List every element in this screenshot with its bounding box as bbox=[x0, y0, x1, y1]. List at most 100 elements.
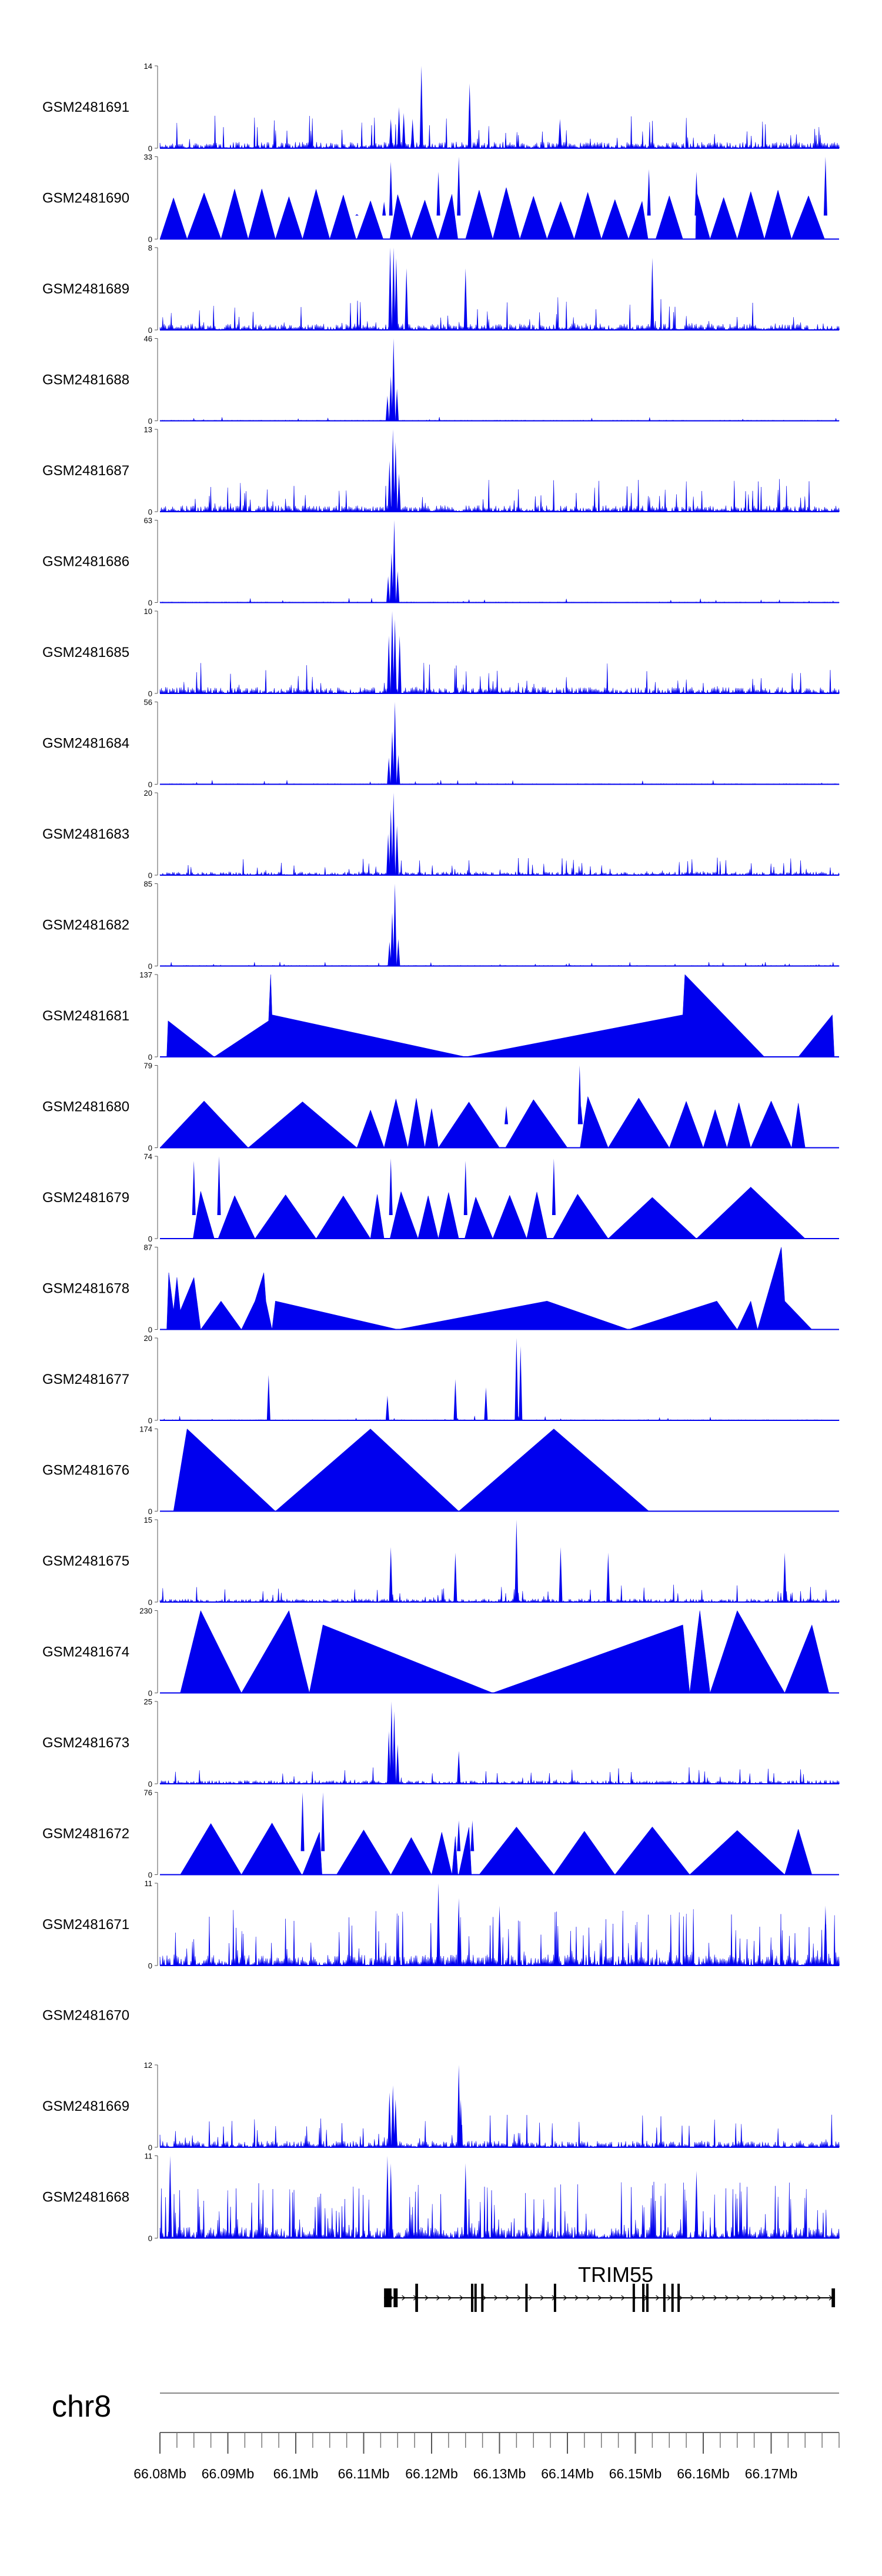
coverage-area bbox=[159, 479, 840, 512]
strand-arrow-icon bbox=[494, 2295, 498, 2301]
track-GSM2481681: GSM2481681 137 0 bbox=[42, 970, 839, 1062]
track-label: GSM2481686 bbox=[42, 554, 129, 570]
coverage-area bbox=[159, 186, 826, 240]
coverage-peak bbox=[397, 107, 401, 148]
track-GSM2481678: GSM2481678 87 0 bbox=[42, 1243, 839, 1334]
track-GSM2481677: GSM2481677 20 0 bbox=[42, 1334, 840, 1425]
coverage-peak bbox=[396, 755, 400, 785]
y-max-label: 230 bbox=[139, 1607, 152, 1616]
y-max-label: 74 bbox=[144, 1152, 152, 1161]
track-label: GSM2481676 bbox=[42, 1463, 129, 1479]
strand-arrow-icon bbox=[482, 2295, 487, 2301]
axis-tick-label: 66.16Mb bbox=[677, 2466, 730, 2481]
coverage-peak bbox=[467, 84, 472, 148]
coverage-peak bbox=[386, 576, 390, 603]
track-GSM2481686: GSM2481686 63 0 bbox=[42, 516, 840, 608]
gene-exon bbox=[384, 2288, 392, 2307]
track-GSM2481669: GSM2481669 12 0 bbox=[42, 2061, 840, 2152]
y-min-label: 0 bbox=[148, 1234, 152, 1243]
strand-arrow-icon bbox=[771, 2295, 775, 2301]
coverage-area bbox=[180, 1823, 813, 1876]
axis-tick-label: 66.11Mb bbox=[338, 2466, 390, 2481]
coverage-peak bbox=[470, 1820, 475, 1851]
strand-arrow-icon bbox=[436, 2295, 440, 2301]
strand-arrow-icon bbox=[783, 2295, 787, 2301]
coverage-peak bbox=[389, 1701, 393, 1784]
strand-arrow-icon bbox=[656, 2295, 660, 2301]
coverage-area bbox=[173, 1428, 650, 1511]
strand-arrow-icon bbox=[794, 2295, 799, 2301]
coverage-peak bbox=[392, 793, 396, 875]
strand-arrow-icon bbox=[598, 2295, 602, 2301]
track-GSM2481689: GSM2481689 8 0 bbox=[42, 243, 840, 335]
y-max-label: 33 bbox=[144, 153, 152, 162]
coverage-area bbox=[159, 297, 840, 331]
peak-spikes bbox=[387, 702, 400, 785]
y-max-label: 8 bbox=[148, 243, 152, 252]
coverage-peak bbox=[387, 942, 392, 966]
coverage-peak bbox=[392, 520, 396, 603]
y-min-label: 0 bbox=[148, 962, 152, 971]
track-GSM2481688: GSM2481688 46 0 bbox=[42, 335, 840, 426]
coverage-peak bbox=[457, 1820, 461, 1851]
track-GSM2481671: GSM2481671 11 0 bbox=[42, 1879, 840, 1970]
coverage-peak bbox=[192, 1160, 196, 1215]
peak-spikes bbox=[386, 793, 399, 875]
coverage-peak bbox=[463, 268, 467, 330]
coverage-area bbox=[159, 1909, 840, 1966]
y-min-label: 0 bbox=[148, 2234, 152, 2243]
gene-track: TRIM55 bbox=[384, 2263, 836, 2312]
gene-exon bbox=[525, 2284, 528, 2312]
y-min-label: 0 bbox=[148, 1053, 152, 1062]
coverage-peak bbox=[436, 171, 440, 216]
strand-arrow-icon bbox=[667, 2295, 671, 2301]
coverage-tracks: GSM2481691140GSM2481690330GSM248168980GS… bbox=[42, 62, 840, 2243]
y-max-label: 79 bbox=[144, 1062, 152, 1070]
y-max-label: 11 bbox=[145, 1879, 153, 1888]
axis-tick-label: 66.12Mb bbox=[405, 2466, 458, 2481]
coverage-peak bbox=[393, 883, 397, 966]
track-label: GSM2481673 bbox=[42, 1735, 129, 1751]
gene-exon bbox=[831, 2288, 836, 2307]
y-min-label: 0 bbox=[148, 689, 152, 698]
y-min-label: 0 bbox=[148, 2143, 152, 2152]
coverage-peak bbox=[552, 1158, 556, 1215]
peak-spikes bbox=[436, 1883, 827, 1966]
track-GSM2481680: GSM2481680 79 0 bbox=[42, 1062, 839, 1153]
y-min-label: 0 bbox=[148, 235, 152, 244]
coverage-peak bbox=[397, 473, 401, 512]
coverage-peak bbox=[457, 2065, 461, 2147]
y-max-label: 56 bbox=[144, 698, 152, 707]
track-label: GSM2481685 bbox=[42, 645, 129, 660]
y-min-label: 0 bbox=[148, 871, 152, 880]
coverage-peak bbox=[410, 119, 415, 148]
track-label: GSM2481678 bbox=[42, 1281, 129, 1297]
strand-arrow-icon bbox=[806, 2295, 810, 2301]
coverage-peak bbox=[484, 1387, 488, 1420]
track-GSM2481690: GSM2481690 33 0 bbox=[42, 153, 839, 244]
strand-arrow-icon bbox=[817, 2295, 821, 2301]
y-max-label: 63 bbox=[144, 516, 152, 525]
coverage-peak bbox=[823, 156, 827, 216]
gene-exon bbox=[671, 2284, 674, 2312]
coverage-peak bbox=[402, 113, 406, 148]
coverage-peak bbox=[395, 388, 399, 421]
coverage-peak bbox=[389, 376, 393, 421]
coverage-peak bbox=[389, 161, 393, 216]
strand-arrow-icon bbox=[402, 2295, 406, 2301]
coverage-peak bbox=[650, 258, 654, 330]
track-label: GSM2481668 bbox=[42, 2190, 129, 2205]
gene-exon bbox=[470, 2284, 473, 2312]
track-GSM2481683: GSM2481683 20 0 bbox=[42, 789, 840, 880]
y-max-label: 14 bbox=[144, 62, 152, 71]
axis-tick-label: 66.08Mb bbox=[133, 2466, 186, 2481]
coverage-peak bbox=[783, 1553, 787, 1602]
axis-tick-label: 66.1Mb bbox=[273, 2466, 319, 2481]
y-max-label: 13 bbox=[144, 425, 152, 434]
gene-exon bbox=[553, 2284, 556, 2312]
coverage-peak bbox=[395, 826, 399, 875]
y-max-label: 46 bbox=[144, 335, 152, 343]
coverage-peak bbox=[382, 201, 386, 216]
strand-arrow-icon bbox=[679, 2295, 683, 2301]
coverage-peak bbox=[387, 1731, 391, 1784]
